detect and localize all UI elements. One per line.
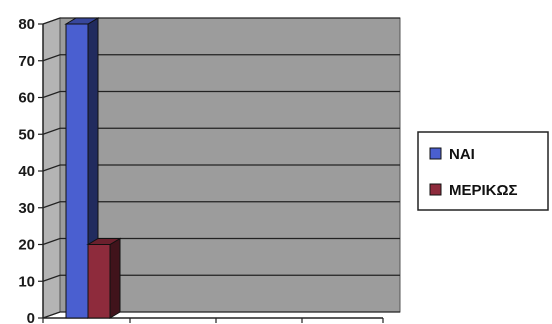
legend-swatch-merikos	[429, 183, 442, 196]
chart-bars	[64, 17, 122, 319]
y-tick-label: 80	[18, 16, 35, 33]
gridline	[42, 311, 400, 319]
y-tick-label: 20	[18, 237, 35, 254]
gridline	[42, 17, 400, 25]
gridline	[42, 164, 400, 172]
chart-gridlines	[42, 17, 400, 319]
y-tick-label: 40	[18, 163, 35, 180]
gridline	[42, 90, 400, 99]
legend-label-nai: ΝΑΙ	[449, 146, 475, 163]
y-tick-label: 0	[27, 310, 35, 324]
chart-legend: ΝΑΙ ΜΕΡΙΚΩΣ	[417, 131, 549, 211]
gridline	[42, 54, 400, 62]
y-tick-label: 50	[18, 126, 35, 143]
y-tick-label: 10	[18, 273, 35, 290]
gridline	[42, 127, 400, 135]
y-axis-ticks: 0 10 20 30 40 50 60 70 80	[18, 16, 43, 324]
bar-merikos	[86, 237, 122, 319]
y-tick-label: 70	[18, 53, 35, 70]
legend-box	[417, 131, 549, 211]
gridline	[42, 274, 400, 282]
bar-nai	[64, 17, 100, 319]
gridline	[42, 201, 400, 209]
legend-swatch-nai	[429, 147, 442, 160]
gridline	[42, 237, 400, 246]
legend-label-merikos: ΜΕΡΙΚΩΣ	[449, 182, 518, 199]
y-tick-label: 60	[18, 90, 35, 107]
y-tick-label: 30	[18, 200, 35, 217]
